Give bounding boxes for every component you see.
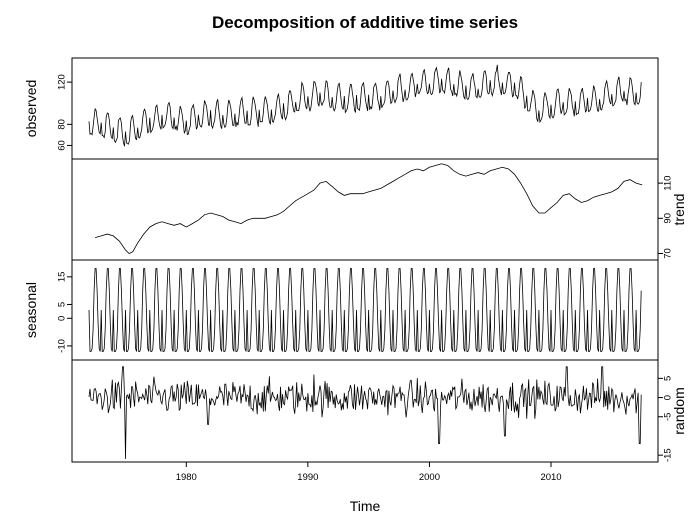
- trend-series-line: [94, 163, 643, 254]
- x-tick-label: 2010: [540, 472, 561, 483]
- seasonal-y-tick-label: 5: [57, 302, 68, 307]
- x-axis-label: Time: [350, 498, 381, 514]
- observed-y-tick-label: 120: [57, 74, 68, 90]
- random-series-line: [88, 366, 642, 460]
- observed-y-tick-label: 80: [57, 119, 68, 130]
- x-tick-label: 2000: [419, 472, 440, 483]
- seasonal-y-tick-label: 15: [57, 272, 68, 283]
- random-y-tick-label: 0: [663, 395, 674, 400]
- panel-trend: 70 90 110 trend: [71, 158, 687, 261]
- trend-y-tick-label: 90: [663, 213, 674, 224]
- x-tick-label: 1990: [297, 472, 318, 483]
- x-tick-label: 1980: [176, 472, 197, 483]
- random-y-tick-label: -5: [663, 413, 674, 421]
- panel-observed: 60 80 120 observed: [23, 57, 659, 160]
- seasonal-series-line: [88, 268, 642, 352]
- panel-random: -15 -5 0 5 random: [71, 359, 687, 463]
- x-axis: 1980 1990 2000 2010: [176, 462, 562, 483]
- trend-panel-frame: [71, 158, 659, 261]
- random-panel-frame: [71, 359, 659, 463]
- trend-y-tick-label: 110: [663, 176, 674, 191]
- trend-y-axis-label: trend: [671, 194, 687, 226]
- observed-panel-frame: [71, 57, 659, 160]
- trend-y-tick-label: 70: [663, 248, 674, 259]
- random-y-axis-label: random: [671, 387, 687, 434]
- panels: 60 80 120 observed 70 90 110 trend -10 0 5 15 season…: [23, 57, 687, 463]
- seasonal-y-tick-label: -10: [57, 339, 68, 353]
- panel-seasonal: -10 0 5 15 seasonal: [23, 259, 659, 361]
- chart-title: Decomposition of additive time series: [212, 13, 518, 32]
- observed-series-line: [88, 64, 642, 147]
- observed-y-axis-label: observed: [23, 80, 39, 138]
- seasonal-y-tick-label: 0: [57, 316, 68, 321]
- random-y-tick-label: -15: [663, 448, 674, 462]
- observed-y-tick-label: 60: [57, 140, 68, 151]
- seasonal-y-axis-label: seasonal: [23, 282, 39, 338]
- random-y-tick-label: 5: [663, 376, 674, 381]
